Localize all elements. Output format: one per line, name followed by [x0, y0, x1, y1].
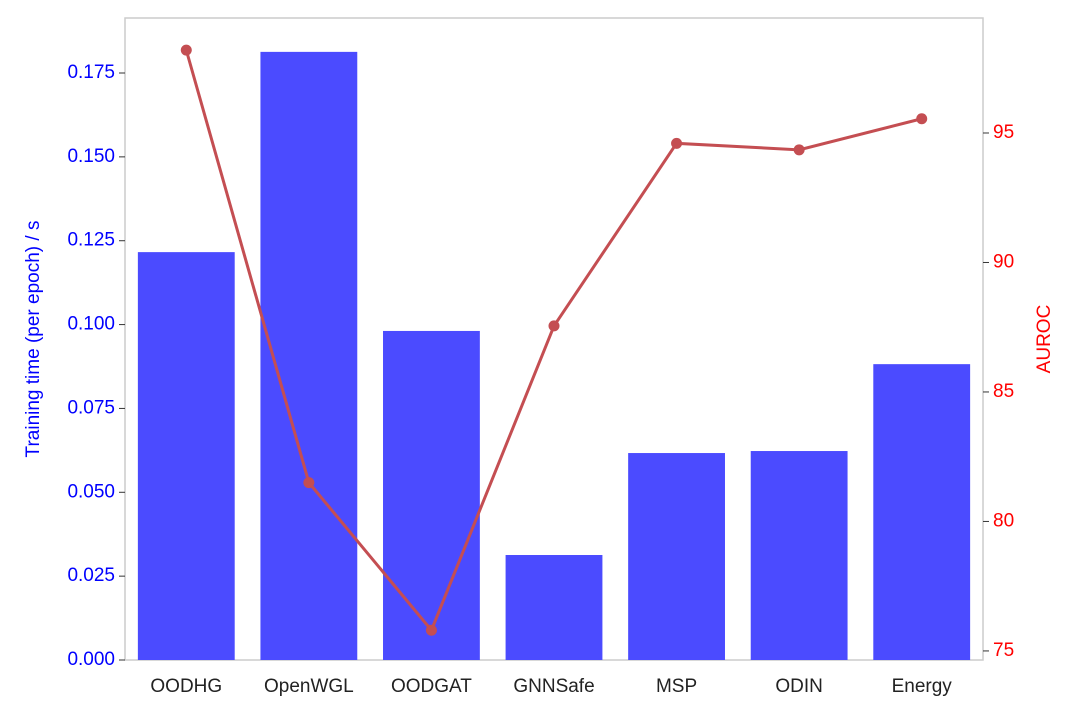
x-tick-label: ODIN	[775, 676, 823, 697]
line-point	[548, 320, 560, 332]
y-tick-label: 0.100	[67, 314, 115, 335]
y2-axis-label: AUROC	[1034, 305, 1055, 374]
x-tick-label: OODHG	[150, 676, 222, 697]
x-tick-label: OODGAT	[391, 676, 472, 697]
y-tick-label: 0.075	[67, 397, 115, 418]
y2-tick-label: 90	[993, 251, 1014, 272]
line-point	[303, 477, 315, 489]
y2-tick-label: 75	[993, 640, 1014, 661]
y-tick-label: 0.175	[67, 62, 115, 83]
y-tick-label: 0.150	[67, 146, 115, 167]
bar	[383, 330, 480, 660]
x-tick-label: Energy	[892, 676, 953, 697]
y2-tick-label: 80	[993, 510, 1014, 531]
line-point	[180, 44, 192, 56]
bar	[628, 453, 725, 660]
bar	[750, 451, 848, 660]
y-tick-label: 0.000	[67, 649, 115, 670]
y-axis-label: Training time (per epoch) / s	[23, 221, 44, 458]
line-point	[793, 144, 805, 156]
y2-tick-label: 85	[993, 381, 1014, 402]
bar	[505, 555, 603, 660]
line-point	[425, 624, 437, 636]
bar	[873, 364, 971, 660]
bar	[260, 51, 358, 660]
y-tick-label: 0.050	[67, 481, 115, 502]
x-tick-label: MSP	[656, 676, 697, 697]
line-point	[916, 113, 928, 125]
bar	[137, 252, 235, 660]
y-tick-label: 0.125	[67, 230, 115, 251]
line-point	[671, 137, 683, 149]
y2-tick-label: 95	[993, 122, 1014, 143]
x-tick-label: OpenWGL	[264, 676, 354, 697]
x-tick-label: GNNSafe	[513, 676, 594, 697]
y-tick-label: 0.025	[67, 565, 115, 586]
